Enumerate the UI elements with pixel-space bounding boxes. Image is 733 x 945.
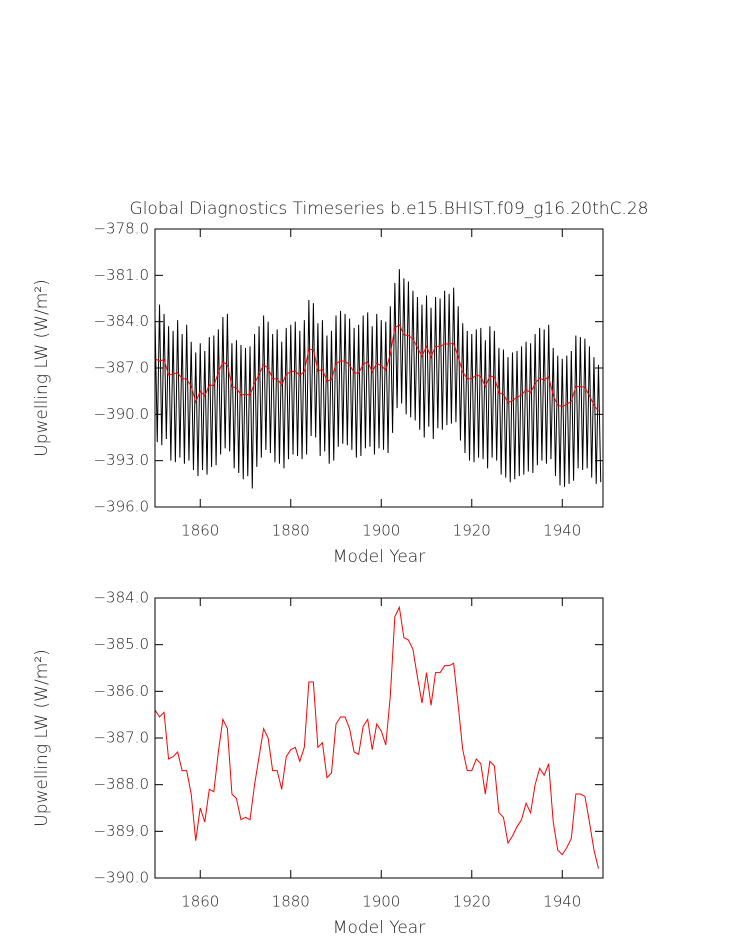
x-tick-label: 1900 [362,893,400,911]
data-line [154,269,602,489]
x-tick-label: 1880 [272,893,310,911]
y-axis-label: Upwelling LW (W/m²) [32,279,52,456]
x-tick-label: 1900 [362,522,400,540]
data-line [154,324,599,412]
x-axis-label: Model Year [333,547,425,567]
plot-frame [154,597,604,879]
x-tick-label: 1860 [181,522,219,540]
y-tick-label: −384.0 [93,312,149,330]
y-axis-label: Upwelling LW (W/m²) [32,649,52,826]
y-tick-label: −389.0 [93,822,149,840]
x-tick-label: 1920 [453,522,491,540]
x-axis-label: Model Year [333,918,425,938]
data-line [154,605,599,869]
y-tick-label: −381.0 [93,266,149,284]
x-tick-label: 1880 [272,522,310,540]
y-tick-label: −386.0 [93,682,149,700]
x-tick-label: 1940 [543,522,581,540]
y-tick-label: −387.0 [93,729,149,747]
x-tick-label: 1940 [543,893,581,911]
y-tick-label: −387.0 [93,359,149,377]
x-tick-label: 1920 [453,893,491,911]
y-tick-label: −390.0 [93,405,149,423]
y-tick-label: −390.0 [93,869,149,887]
y-tick-label: −378.0 [93,220,149,238]
y-tick-label: −384.0 [93,589,149,607]
y-tick-label: −388.0 [93,775,149,793]
y-tick-label: −385.0 [93,635,149,653]
x-tick-label: 1860 [181,893,219,911]
chart-title: Global Diagnostics Timeseries b.e15.BHIS… [130,199,649,219]
y-tick-label: −396.0 [93,498,149,516]
y-tick-label: −393.0 [93,451,149,469]
